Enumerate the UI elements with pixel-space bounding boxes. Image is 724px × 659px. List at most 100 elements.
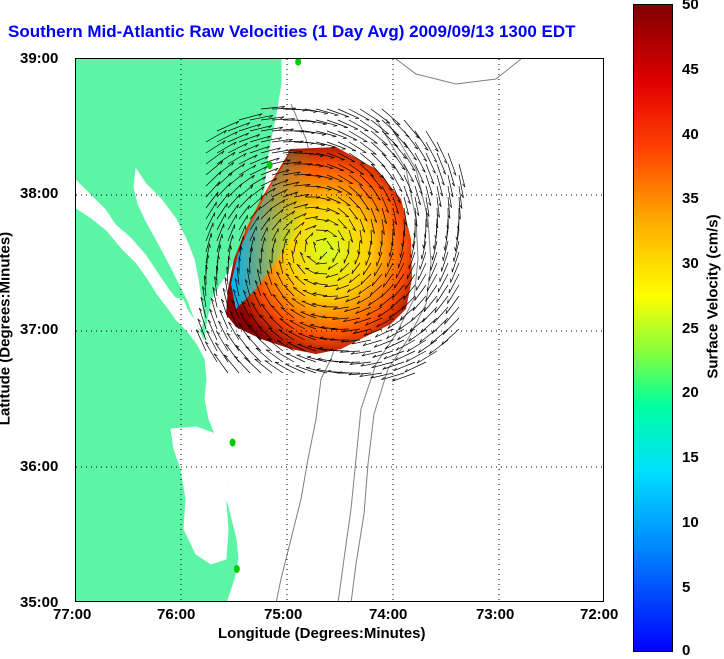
map-canvas (76, 59, 603, 601)
velocity-arrow (323, 295, 339, 298)
velocity-arrow-head (361, 353, 366, 357)
velocity-arrow-head (230, 245, 232, 250)
velocity-arrow (271, 199, 286, 209)
velocity-arrow-head (309, 324, 314, 326)
velocity-arrow-head (259, 206, 261, 211)
velocity-arrow-head (269, 316, 274, 319)
velocity-arrow-head (419, 338, 422, 343)
velocity-arrow (216, 141, 237, 154)
velocity-arrow-head (275, 167, 279, 172)
velocity-arrow-head (255, 347, 260, 350)
velocity-arrow-head (294, 275, 299, 278)
y-tick-label: 35:00 (20, 594, 59, 611)
velocity-arrow-head (376, 323, 380, 328)
velocity-arrow (238, 225, 246, 242)
velocity-arrow (456, 218, 460, 241)
velocity-arrow (326, 196, 341, 204)
velocity-arrow (216, 234, 223, 253)
velocity-arrow (309, 324, 328, 330)
velocity-arrow (205, 201, 217, 220)
velocity-arrow-head (257, 123, 262, 127)
velocity-arrow (390, 295, 405, 309)
velocity-arrow (315, 141, 336, 148)
velocity-arrow-head (264, 166, 268, 170)
velocity-arrow-head (434, 308, 437, 313)
velocity-arrow-head (286, 159, 291, 163)
velocity-arrow-head (383, 220, 387, 224)
velocity-arrow-head (349, 362, 354, 365)
velocity-arrow-head (358, 290, 362, 295)
velocity-arrow (412, 295, 427, 311)
velocity-arrow (282, 171, 301, 176)
velocity-arrow (314, 272, 328, 275)
velocity-arrow (337, 196, 351, 206)
velocity-arrow (392, 130, 409, 149)
velocity-arrow (436, 174, 444, 197)
velocity-arrow (227, 163, 245, 176)
velocity-arrow-head (243, 235, 245, 240)
velocity-arrow-head (371, 230, 375, 234)
velocity-arrow (425, 185, 432, 206)
velocity-arrow (432, 240, 438, 261)
velocity-arrow-head (352, 331, 357, 335)
velocity-arrow (417, 262, 427, 281)
velocity-arrow (400, 240, 405, 258)
velocity-arrow (425, 152, 436, 174)
velocity-arrow (430, 251, 438, 271)
velocity-arrow-head (235, 344, 240, 348)
velocity-arrow (398, 317, 416, 331)
velocity-arrow (205, 243, 210, 264)
velocity-arrow (301, 300, 317, 308)
velocity-arrow-head (327, 266, 331, 270)
velocity-arrow (315, 130, 337, 137)
velocity-arrow (370, 185, 381, 201)
velocity-arrow (265, 349, 284, 363)
velocity-arrow-head (347, 193, 352, 195)
velocity-arrow-head (307, 356, 312, 358)
velocity-arrow (227, 214, 237, 231)
velocity-arrow (260, 147, 281, 154)
velocity-arrow-head (355, 310, 359, 314)
velocity-arrow (329, 350, 350, 352)
velocity-arrow (338, 361, 361, 364)
velocity-arrow-head (394, 221, 397, 225)
velocity-arrow-head (331, 327, 335, 330)
velocity-arrow-head (361, 229, 366, 233)
velocity-arrow (268, 327, 284, 341)
y-tick-label: 38:00 (20, 185, 59, 202)
velocity-arrow-head (455, 236, 458, 241)
velocity-arrow (340, 262, 350, 273)
velocity-arrow-head (329, 167, 334, 170)
velocity-arrow-head (406, 348, 410, 352)
velocity-arrow-head (362, 271, 365, 276)
velocity-arrow-head (280, 116, 284, 120)
velocity-arrow (260, 167, 279, 176)
velocity-arrow (403, 163, 415, 183)
velocity-arrow-head (327, 189, 332, 191)
velocity-arrow (355, 306, 372, 315)
velocity-arrow-head (304, 203, 309, 207)
velocity-arrow (200, 297, 207, 319)
velocity-arrow (359, 218, 366, 233)
map-plot-area[interactable] (75, 58, 604, 602)
velocity-arrow (238, 215, 248, 231)
velocity-arrow (238, 113, 263, 121)
velocity-arrow (205, 160, 223, 176)
velocity-arrow (354, 317, 372, 324)
velocity-arrow-head (264, 237, 266, 242)
velocity-arrow (414, 141, 428, 162)
velocity-arrow-head (371, 365, 376, 369)
velocity-arrow (344, 306, 361, 313)
x-axis-label: Longitude (Degrees:Minutes) (218, 625, 426, 642)
velocity-arrow-head (354, 217, 359, 220)
x-tick-label: 73:00 (476, 606, 515, 623)
velocity-arrow (256, 269, 262, 286)
velocity-arrow (276, 271, 284, 286)
velocity-arrow (379, 240, 383, 256)
colorbar-overlap (600, 20, 632, 46)
velocity-arrow-head (428, 202, 432, 207)
velocity-arrow (236, 267, 240, 286)
velocity-arrow (300, 311, 317, 319)
velocity-arrow-head (222, 140, 226, 144)
velocity-arrow (249, 135, 271, 143)
